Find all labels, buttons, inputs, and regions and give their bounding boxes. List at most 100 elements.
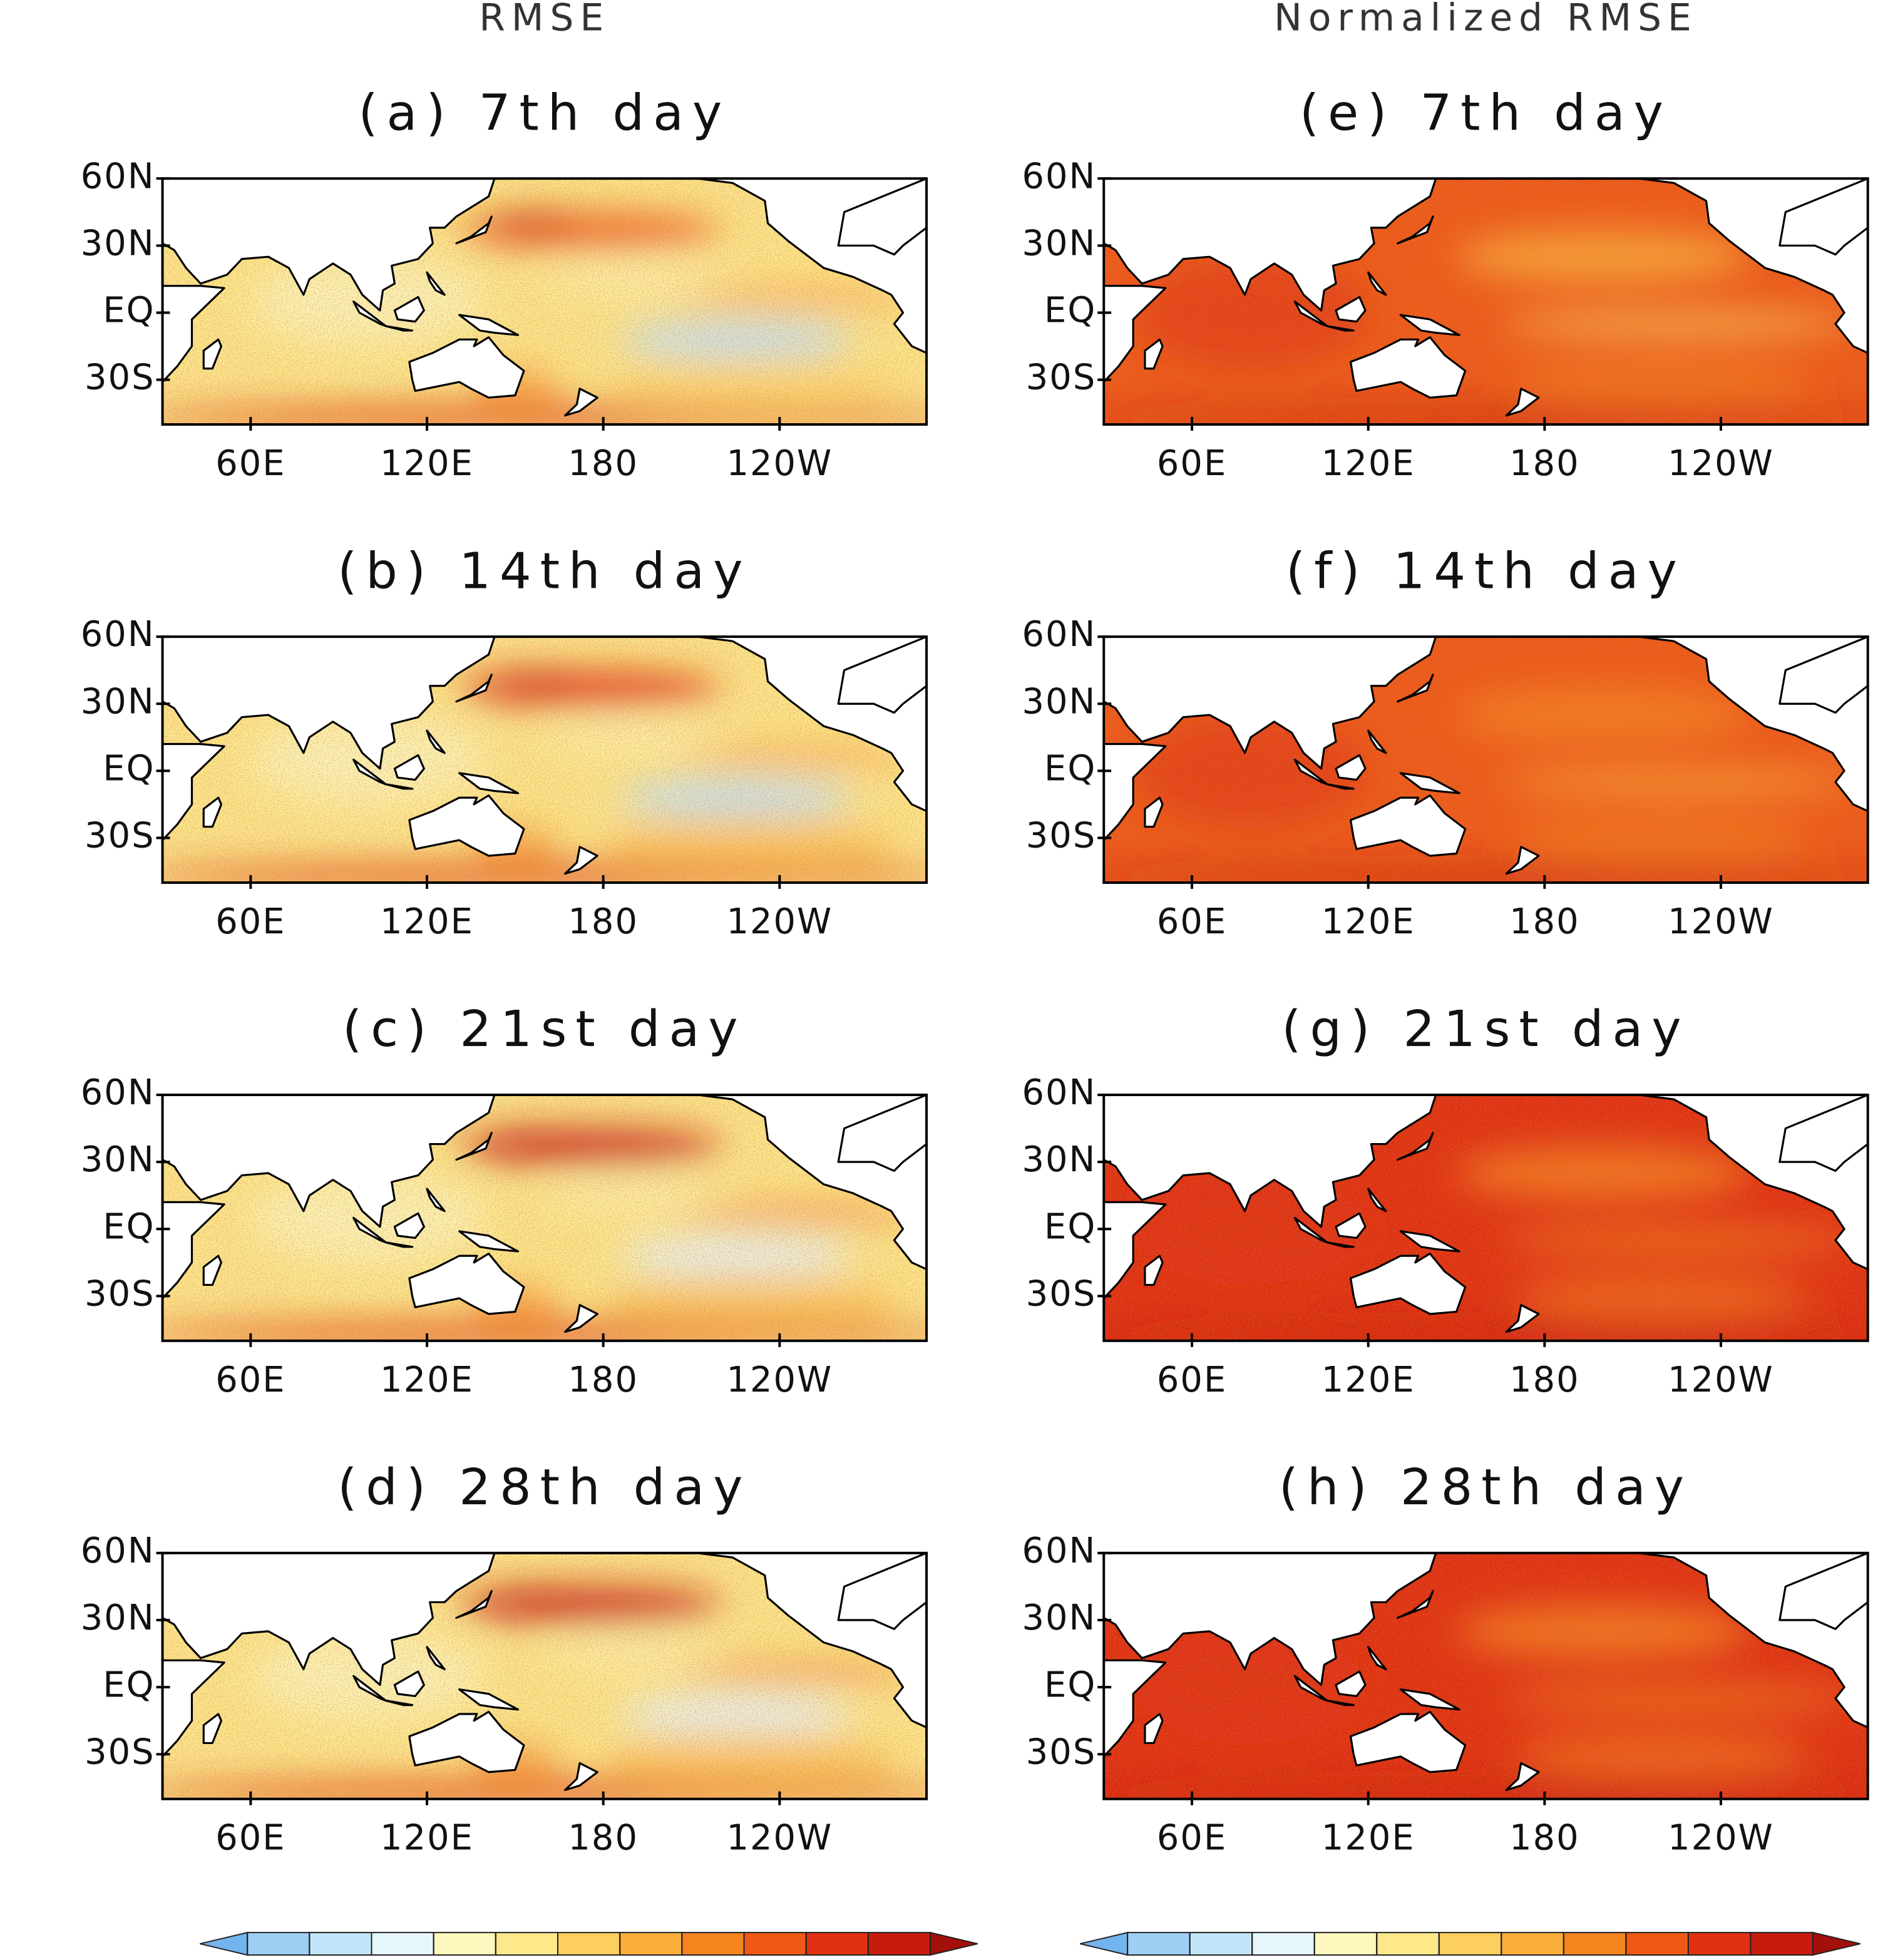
lat-tick-label: EQ <box>1044 1665 1096 1705</box>
lon-tick-label: 180 <box>1509 1818 1580 1859</box>
lat-tick-label: 60N <box>81 1531 155 1571</box>
lat-tick-label: EQ <box>1044 748 1096 789</box>
land <box>393 1212 425 1239</box>
map-frame <box>161 635 928 884</box>
colorbar-box <box>681 1932 745 1956</box>
colorbar-tick-label: 1 <box>1683 1958 1694 1960</box>
land <box>352 300 387 327</box>
lon-tick-label: 180 <box>1509 1360 1580 1400</box>
land <box>384 1241 414 1248</box>
lon-tick-label: 180 <box>568 443 639 484</box>
map-frame <box>161 1551 928 1800</box>
colorbar-tick-label: 1.2 <box>1800 1958 1826 1960</box>
land <box>1349 794 1467 857</box>
land <box>1144 1713 1164 1745</box>
land <box>1144 796 1164 828</box>
land <box>162 1552 496 1686</box>
land <box>1397 674 1434 703</box>
colorbar-tick-label: 0.9 <box>1613 1958 1639 1960</box>
panel-title: (g) 21st day <box>1281 1000 1690 1058</box>
lon-tick-label: 180 <box>1509 443 1580 484</box>
colorbar-tick-label: 0.6 <box>545 1958 571 1960</box>
lon-tick-label: 60E <box>1157 1360 1227 1400</box>
map-field <box>1104 178 1868 425</box>
colorbar-box <box>433 1932 496 1956</box>
colorbar-tick-label: 0.5 <box>483 1958 509 1960</box>
land <box>1397 1589 1434 1619</box>
land <box>1349 1710 1467 1773</box>
land <box>426 271 446 296</box>
land <box>202 1255 223 1286</box>
land <box>455 1132 493 1161</box>
panel-title: (h) 28th day <box>1279 1458 1693 1516</box>
lon-tick-label: 120E <box>380 443 474 484</box>
land <box>393 295 425 323</box>
land <box>458 772 520 794</box>
lon-tick-label: 120W <box>726 443 833 484</box>
lon-tick-label: 60E <box>215 1360 285 1400</box>
colorbar-tick-label: 1.2 <box>917 1958 943 1960</box>
lat-tick-label: 60N <box>81 614 155 655</box>
lat-tick-label: 60N <box>1022 1531 1096 1571</box>
colorbar-box <box>495 1932 559 1956</box>
lon-tick-label: 120E <box>1321 901 1415 942</box>
panel-title: (c) 21st day <box>342 1000 746 1058</box>
land <box>1367 1188 1387 1213</box>
land <box>564 1304 598 1333</box>
lat-tick-label: 30S <box>85 1732 155 1772</box>
land <box>162 1094 496 1228</box>
land <box>1367 271 1387 296</box>
colorbar-tick-label: 1.1 <box>855 1958 881 1960</box>
lat-tick-label: 30S <box>1026 816 1096 856</box>
colorbar-tick-label: 0.4 <box>1301 1958 1328 1960</box>
lon-tick-label: 180 <box>568 1360 639 1400</box>
land <box>202 338 223 370</box>
land <box>1326 783 1355 790</box>
panel-title: (f) 14th day <box>1286 541 1686 600</box>
land <box>1144 1255 1164 1286</box>
colorbar-box <box>1501 1932 1564 1956</box>
lat-tick-label: EQ <box>103 1665 155 1705</box>
land <box>1293 1675 1328 1702</box>
lon-tick-label: 60E <box>215 1818 285 1859</box>
colorbar-box <box>557 1932 621 1956</box>
land <box>1778 637 1868 714</box>
lon-tick-label: 120E <box>1321 1818 1415 1859</box>
lon-tick-label: 120W <box>1668 1360 1774 1400</box>
land <box>1326 1699 1355 1706</box>
lon-tick-label: 120E <box>380 1818 474 1859</box>
lat-tick-label: 30N <box>81 1598 155 1638</box>
land <box>1293 1216 1328 1244</box>
lat-tick-label: 60N <box>1022 1072 1096 1113</box>
land <box>1367 1646 1387 1671</box>
land <box>837 1552 927 1630</box>
land <box>1367 729 1387 754</box>
colorbar-end <box>1080 1931 1129 1956</box>
land <box>1505 387 1540 417</box>
land <box>352 1675 387 1702</box>
lon-tick-label: 180 <box>568 1818 639 1859</box>
lon-tick-label: 120W <box>1668 1818 1774 1859</box>
land <box>1144 338 1164 370</box>
land <box>408 794 525 857</box>
land <box>1326 1241 1355 1248</box>
land <box>1335 754 1367 781</box>
colorbar-box <box>867 1932 931 1956</box>
colorbar-tick-label: 0.2 <box>296 1958 322 1960</box>
column-title: RMSE <box>479 0 610 40</box>
land <box>384 1699 414 1706</box>
land <box>1778 178 1868 256</box>
land <box>455 215 493 245</box>
lat-tick-label: 30N <box>81 223 155 264</box>
land <box>1104 1552 1437 1686</box>
lon-tick-label: 60E <box>215 443 285 484</box>
land <box>1335 1212 1367 1239</box>
colorbar-tick-label: 0.3 <box>1239 1958 1265 1960</box>
lat-tick-label: 30S <box>85 1274 155 1315</box>
colorbar-box <box>309 1932 372 1956</box>
map-field <box>1104 637 1868 883</box>
land <box>352 758 387 786</box>
land <box>1505 846 1540 875</box>
land <box>1335 1670 1367 1698</box>
